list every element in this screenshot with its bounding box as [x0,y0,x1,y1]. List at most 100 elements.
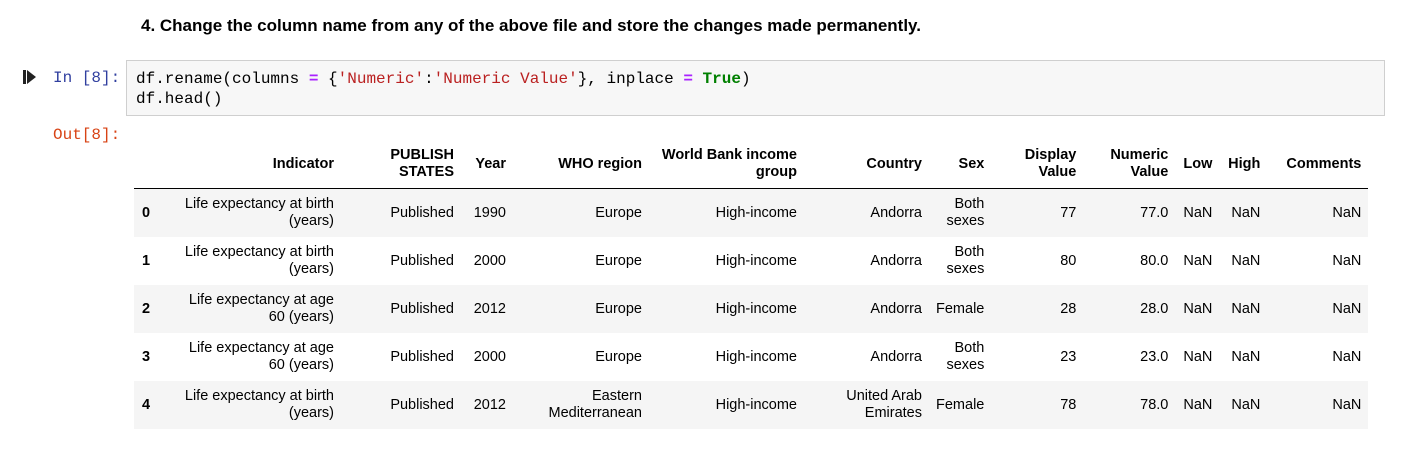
table-row: 0 Life expectancy at birth (years) Publish… [134,188,1369,237]
table-cell: 77 [1060,204,1077,221]
table-cell: NaN [1332,204,1362,221]
table-cell: Published [390,204,454,221]
code-cell-input[interactable]: df.rename(columns = {'Numeric':'Numeric … [126,60,1385,116]
column-header: Year [461,140,513,189]
header-row: Indicator PUBLISH STATES Year WHO region Wor… [134,140,1369,189]
input-prompt: In [8]: [53,69,121,87]
table-cell: NaN [1183,348,1213,365]
table-cell: Life expectancy at age 60 (years) [188,292,334,325]
table-cell: NaN [1231,348,1261,365]
table-cell: Both sexes [946,244,985,277]
table-cell: NaN [1183,204,1213,221]
table-cell: Life expectancy at birth (years) [184,388,334,421]
table-cell: 1990 [473,204,506,221]
row-index: 0 [142,204,151,221]
column-header: Numeric Value [1083,140,1176,189]
table-cell: NaN [1332,252,1362,269]
table-cell: 23 [1060,348,1077,365]
table-cell: Published [390,396,454,413]
table-cell: Both sexes [946,196,985,229]
row-index: 2 [142,300,151,317]
table-row: 1 Life expectancy at birth (years) Publish… [134,237,1369,285]
code-token: df.rename(columns [136,70,309,88]
row-index: 1 [142,252,151,269]
table-cell: Europe [595,348,642,365]
markdown-heading: 4. Change the column name from any of th… [141,16,921,35]
code-operator: = [308,70,319,88]
code-keyword: True [702,70,741,88]
table-cell: NaN [1183,300,1213,317]
table-cell: NaN [1332,396,1362,413]
table-cell: 78 [1060,396,1077,413]
table-cell: High-income [715,204,797,221]
table-cell: Europe [595,300,642,317]
column-header: World Bank income group [649,140,804,189]
dataframe-body: 0 Life expectancy at birth (years) Publish… [134,188,1369,429]
table-row: 4 Life expectancy at birth (years) Publish… [134,381,1369,429]
table-cell: 80 [1060,252,1077,269]
run-cell-icon[interactable] [23,69,37,85]
table-cell: Life expectancy at birth (years) [184,196,334,229]
table-cell: 2012 [473,396,506,413]
table-cell: 2012 [473,300,506,317]
table-cell: NaN [1231,396,1261,413]
table-cell: Published [390,348,454,365]
table-cell: High-income [715,300,797,317]
code-token: ) [740,70,751,88]
code-token [693,70,703,88]
column-header: Sex [929,140,992,189]
table-cell: Life expectancy at age 60 (years) [188,340,334,373]
table-cell: Published [390,252,454,269]
code-token: df.head() [136,90,223,108]
code-string: 'Numeric' [337,70,425,88]
table-cell: 78.0 [1140,396,1169,413]
table-cell: 28.0 [1140,300,1169,317]
table-cell: Both sexes [946,340,985,373]
output-prompt: Out[8]: [53,126,121,144]
table-cell: High-income [715,252,797,269]
table-cell: 2000 [473,252,506,269]
table-cell: 2000 [473,348,506,365]
table-cell: Female [936,300,985,317]
table-cell: Eastern Mediterranean [548,388,643,421]
column-header: Comments [1267,140,1369,189]
code-token: { [318,70,338,88]
table-cell: 77.0 [1140,204,1169,221]
table-cell: 28 [1060,300,1077,317]
run-icon-svg [23,70,36,84]
table-cell: Published [390,300,454,317]
table-cell: Europe [595,252,642,269]
code-token: }, inplace [577,70,684,88]
column-header: WHO region [513,140,649,189]
table-cell: NaN [1231,252,1261,269]
table-cell: United Arab Emirates [846,388,922,421]
column-header: Country [804,140,929,189]
column-header: Display Value [991,140,1084,189]
table-row: 2 Life expectancy at age 60 (years) Publis… [134,285,1369,333]
table-cell: NaN [1332,348,1362,365]
table-cell: Europe [595,204,642,221]
code-string: 'Numeric Value' [433,70,578,88]
dataframe-output: Indicator PUBLISH STATES Year WHO region Wor… [134,140,1369,429]
row-index: 4 [142,396,151,413]
table-cell: High-income [715,396,797,413]
table-cell: High-income [715,348,797,365]
dataframe-header: Indicator PUBLISH STATES Year WHO region Wor… [134,140,1369,189]
table-cell: Andorra [870,252,922,269]
column-header: Low [1175,140,1220,189]
table-cell: Life expectancy at birth (years) [184,244,334,277]
table-cell: NaN [1332,300,1362,317]
code-text: df.rename(columns = {'Numeric':'Numeric … [136,69,751,109]
column-header: High [1219,140,1268,189]
column-header: Indicator [170,140,341,189]
table-row: 3 Life expectancy at age 60 (years) Publis… [134,333,1369,381]
table-cell: 23.0 [1140,348,1169,365]
table-cell: Female [936,396,985,413]
table-cell: NaN [1183,396,1213,413]
code-operator: = [683,70,693,88]
index-header [134,140,170,189]
table-cell: 80.0 [1140,252,1169,269]
table-cell: Andorra [870,204,922,221]
column-header: PUBLISH STATES [341,140,461,189]
code-token: : [424,70,434,88]
